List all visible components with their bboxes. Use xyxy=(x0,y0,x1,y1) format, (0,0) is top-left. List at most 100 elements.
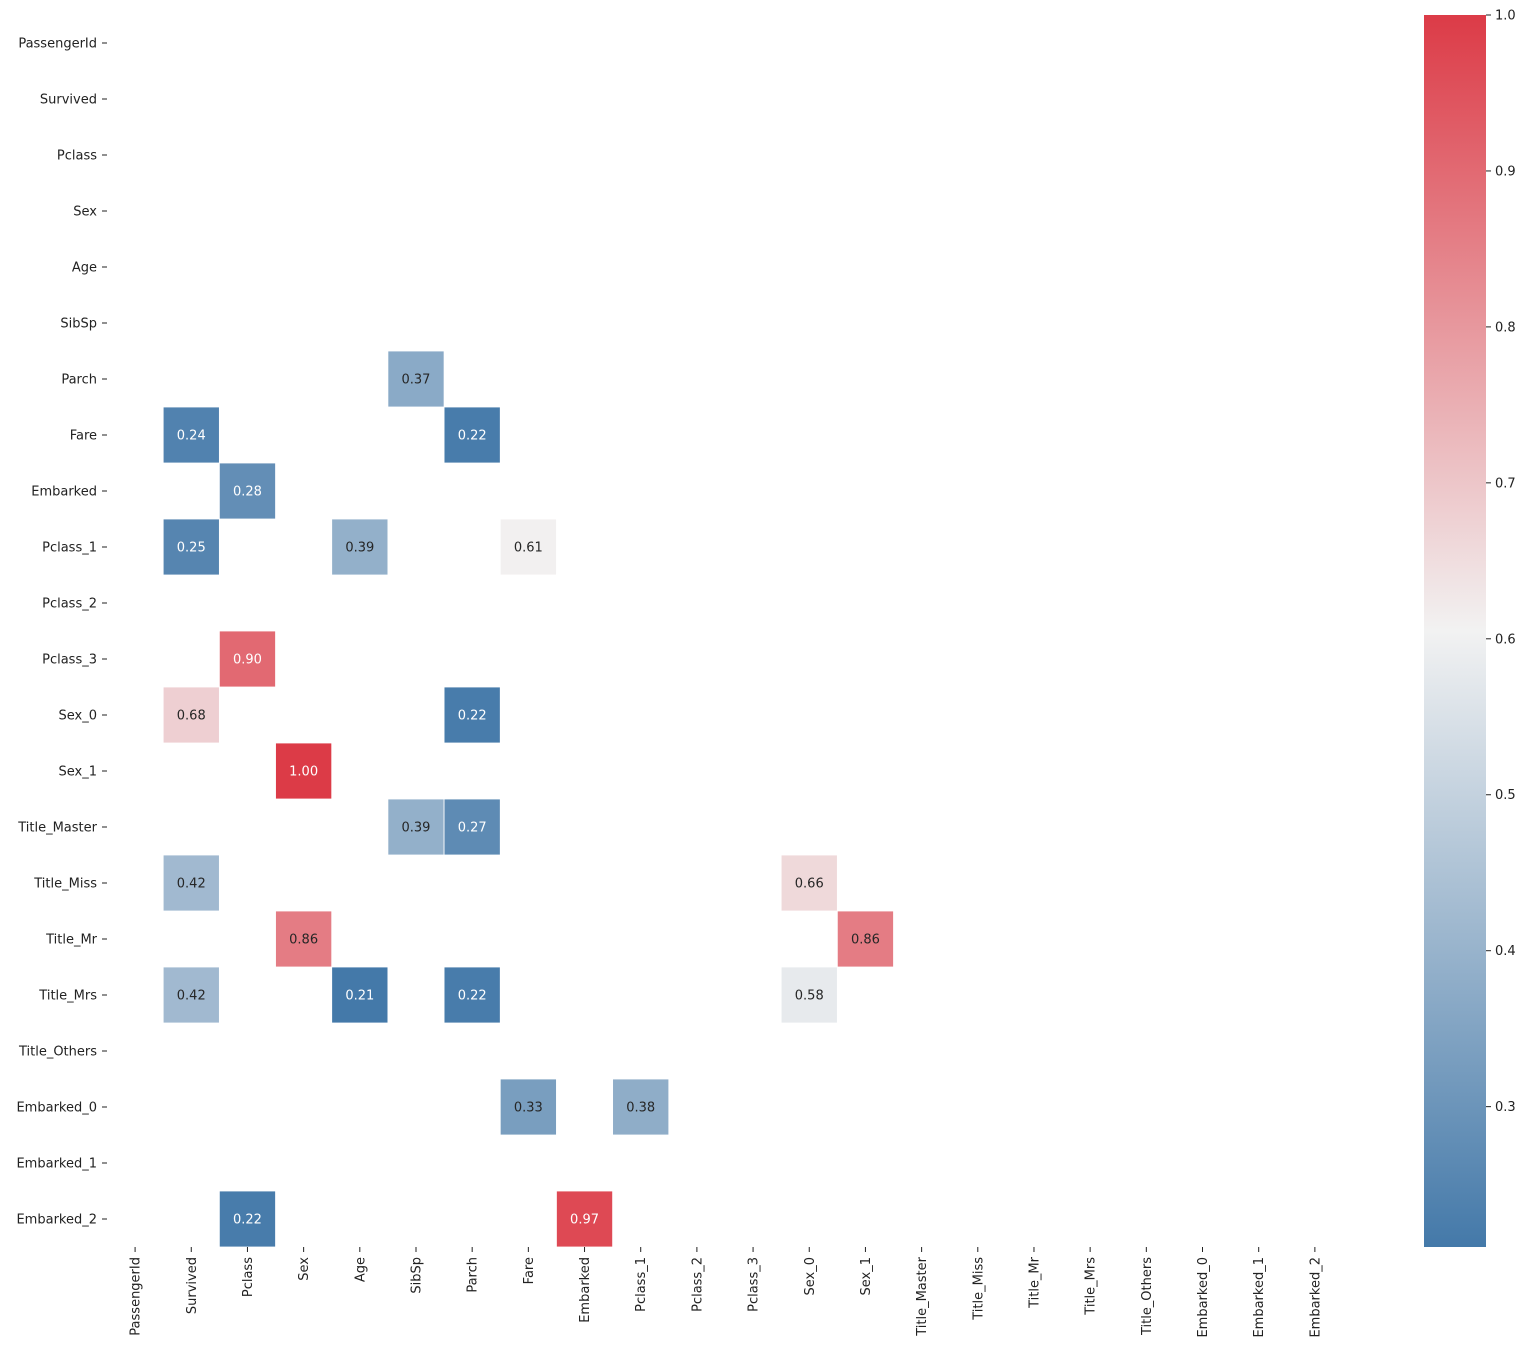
heatmap-cell-title-mrs-parch xyxy=(443,966,501,1024)
y-tick-label-parch: Parch xyxy=(61,373,97,388)
heatmap-cell-title-mrs-sex-0 xyxy=(780,966,838,1024)
colorbar-tick-label: 0.3 xyxy=(1495,1100,1516,1115)
cell-value-label: 0.86 xyxy=(851,933,880,948)
x-tick-label-survived: Survived xyxy=(185,1257,200,1314)
x-tick-label-parch: Parch xyxy=(466,1257,481,1293)
heatmap-cell-pclass-1-age xyxy=(331,518,389,576)
heatmap-cell-title-miss-survived xyxy=(162,854,220,912)
heatmap-cell-title-mrs-survived xyxy=(162,966,220,1024)
y-tick-label-sex-0: Sex_0 xyxy=(59,709,98,724)
heatmap-cell-title-mrs-age xyxy=(331,966,389,1024)
colorbar-gradient xyxy=(1424,15,1486,1247)
y-tick-label-title-master: Title_Master xyxy=(17,821,97,836)
heatmap-cell-fare-parch xyxy=(443,406,501,464)
y-tick-labels: PassengerId Survived Pclass Sex Age SibSp Parc… xyxy=(16,37,107,1228)
cell-value-label: 0.22 xyxy=(458,989,487,1004)
x-tick-label-embarked-0: Embarked_0 xyxy=(1196,1257,1211,1338)
y-tick-label-embarked-2: Embarked_2 xyxy=(16,1213,97,1228)
cell-value-label: 0.22 xyxy=(233,1213,262,1228)
x-tick-label-title-mrs: Title_Mrs xyxy=(1084,1257,1099,1316)
x-tick-label-age: Age xyxy=(353,1257,368,1282)
heatmap-cell-sex-1-sex xyxy=(275,742,333,800)
heatmap-cell-title-master-parch xyxy=(443,798,501,856)
y-tick-label-embarked-1: Embarked_1 xyxy=(16,1157,97,1172)
x-tick-label-fare: Fare xyxy=(522,1257,537,1284)
x-tick-label-pclass: Pclass xyxy=(241,1257,256,1297)
x-tick-labels: PassengerId Survived Pclass Sex Age SibSp Parc… xyxy=(129,1247,1323,1338)
cell-value-label: 0.42 xyxy=(177,877,206,892)
y-tick-label-pclass-2: Pclass_2 xyxy=(42,597,97,612)
cell-value-label: 0.24 xyxy=(177,429,206,444)
colorbar-tick-label: 1.0 xyxy=(1495,9,1516,24)
cell-value-label: 0.27 xyxy=(458,821,487,836)
cell-value-label: 0.97 xyxy=(570,1213,599,1228)
cell-value-label: 0.21 xyxy=(345,989,374,1004)
y-tick-label-pclass-1: Pclass_1 xyxy=(42,541,97,556)
heatmap-cell-pclass-3-pclass xyxy=(218,630,276,688)
cell-value-label: 0.22 xyxy=(458,429,487,444)
y-tick-label-title-mrs: Title_Mrs xyxy=(38,989,97,1004)
x-tick-label-pclass-1: Pclass_1 xyxy=(634,1257,649,1312)
heatmap-cell-title-miss-sex-0 xyxy=(780,854,838,912)
cell-value-label: 0.90 xyxy=(233,653,262,668)
cell-value-label: 0.39 xyxy=(402,821,431,836)
x-tick-label-sex-1: Sex_1 xyxy=(859,1257,874,1296)
heatmap-cell-pclass-1-fare xyxy=(499,518,557,576)
x-tick-label-pclass-3: Pclass_3 xyxy=(747,1257,762,1312)
x-tick-label-pclass-2: Pclass_2 xyxy=(690,1257,705,1312)
y-tick-label-sibsp: SibSp xyxy=(60,317,97,332)
cell-value-label: 0.33 xyxy=(514,1101,543,1116)
heatmap-cell-title-mr-sex-1 xyxy=(836,910,894,968)
y-tick-label-title-others: Title_Others xyxy=(18,1045,97,1060)
colorbar-ticks: 0.3 0.4 0.5 0.6 0.7 0.8 0.9 1.0 xyxy=(1486,9,1516,1115)
y-tick-label-sex: Sex xyxy=(73,205,97,220)
x-tick-label-title-others: Title_Others xyxy=(1140,1257,1155,1336)
y-tick-label-embarked-0: Embarked_0 xyxy=(16,1101,97,1116)
heatmap-cell-sex-0-survived xyxy=(162,686,220,744)
heatmap-cell-embarked-0-fare xyxy=(499,1078,557,1136)
heatmap-cells: 0.37 0.24 0.22 0.28 0.25 0.39 0.61 0.90 0.68 0.22… xyxy=(162,350,894,1248)
y-tick-label-age: Age xyxy=(72,261,97,276)
cell-value-label: 0.42 xyxy=(177,989,206,1004)
cell-value-label: 0.61 xyxy=(514,541,543,556)
cell-value-label: 0.39 xyxy=(345,541,374,556)
colorbar xyxy=(1424,15,1486,1247)
y-tick-label-pclass-3: Pclass_3 xyxy=(42,653,97,668)
x-tick-label-title-master: Title_Master xyxy=(915,1256,930,1336)
heatmap-cell-sex-0-parch xyxy=(443,686,501,744)
x-tick-label-embarked-1: Embarked_1 xyxy=(1252,1257,1267,1338)
cell-value-label: 0.66 xyxy=(795,877,824,892)
cell-value-label: 0.22 xyxy=(458,709,487,724)
x-tick-label-sibsp: SibSp xyxy=(409,1257,424,1294)
x-tick-label-passengerid: PassengerId xyxy=(129,1257,144,1336)
y-tick-label-pclass: Pclass xyxy=(57,149,97,164)
x-tick-label-embarked-2: Embarked_2 xyxy=(1308,1257,1323,1338)
heatmap-cell-pclass-1-survived xyxy=(162,518,220,576)
heatmap-cell-embarked-pclass xyxy=(218,462,276,520)
cell-value-label: 0.38 xyxy=(626,1101,655,1116)
x-tick-label-title-mr: Title_Mr xyxy=(1027,1256,1042,1309)
colorbar-tick-label: 0.8 xyxy=(1495,320,1516,335)
cell-value-label: 1.00 xyxy=(289,765,318,780)
colorbar-tick-label: 0.6 xyxy=(1495,632,1516,647)
colorbar-tick-label: 0.5 xyxy=(1495,788,1516,803)
y-tick-label-title-miss: Title_Miss xyxy=(33,877,97,892)
cell-value-label: 0.28 xyxy=(233,485,262,500)
cell-value-label: 0.86 xyxy=(289,933,318,948)
colorbar-tick-label: 0.7 xyxy=(1495,476,1516,491)
heatmap-cell-fare-survived xyxy=(162,406,220,464)
x-tick-label-embarked: Embarked xyxy=(578,1257,593,1323)
y-tick-label-survived: Survived xyxy=(40,93,97,108)
y-tick-label-passengerid: PassengerId xyxy=(18,37,97,52)
cell-value-label: 0.68 xyxy=(177,709,206,724)
colorbar-tick-label: 0.9 xyxy=(1495,164,1516,179)
heatmap-cell-embarked-0-pclass-1 xyxy=(612,1078,670,1136)
heatmap-cell-title-mr-sex xyxy=(275,910,333,968)
colorbar-tick-label: 0.4 xyxy=(1495,944,1516,959)
x-tick-label-title-miss: Title_Miss xyxy=(971,1257,986,1321)
y-tick-label-fare: Fare xyxy=(70,429,97,444)
heatmap-cell-embarked-2-embarked xyxy=(556,1190,614,1248)
heatmap-cell-embarked-2-pclass xyxy=(218,1190,276,1248)
y-tick-label-embarked: Embarked xyxy=(31,485,97,500)
